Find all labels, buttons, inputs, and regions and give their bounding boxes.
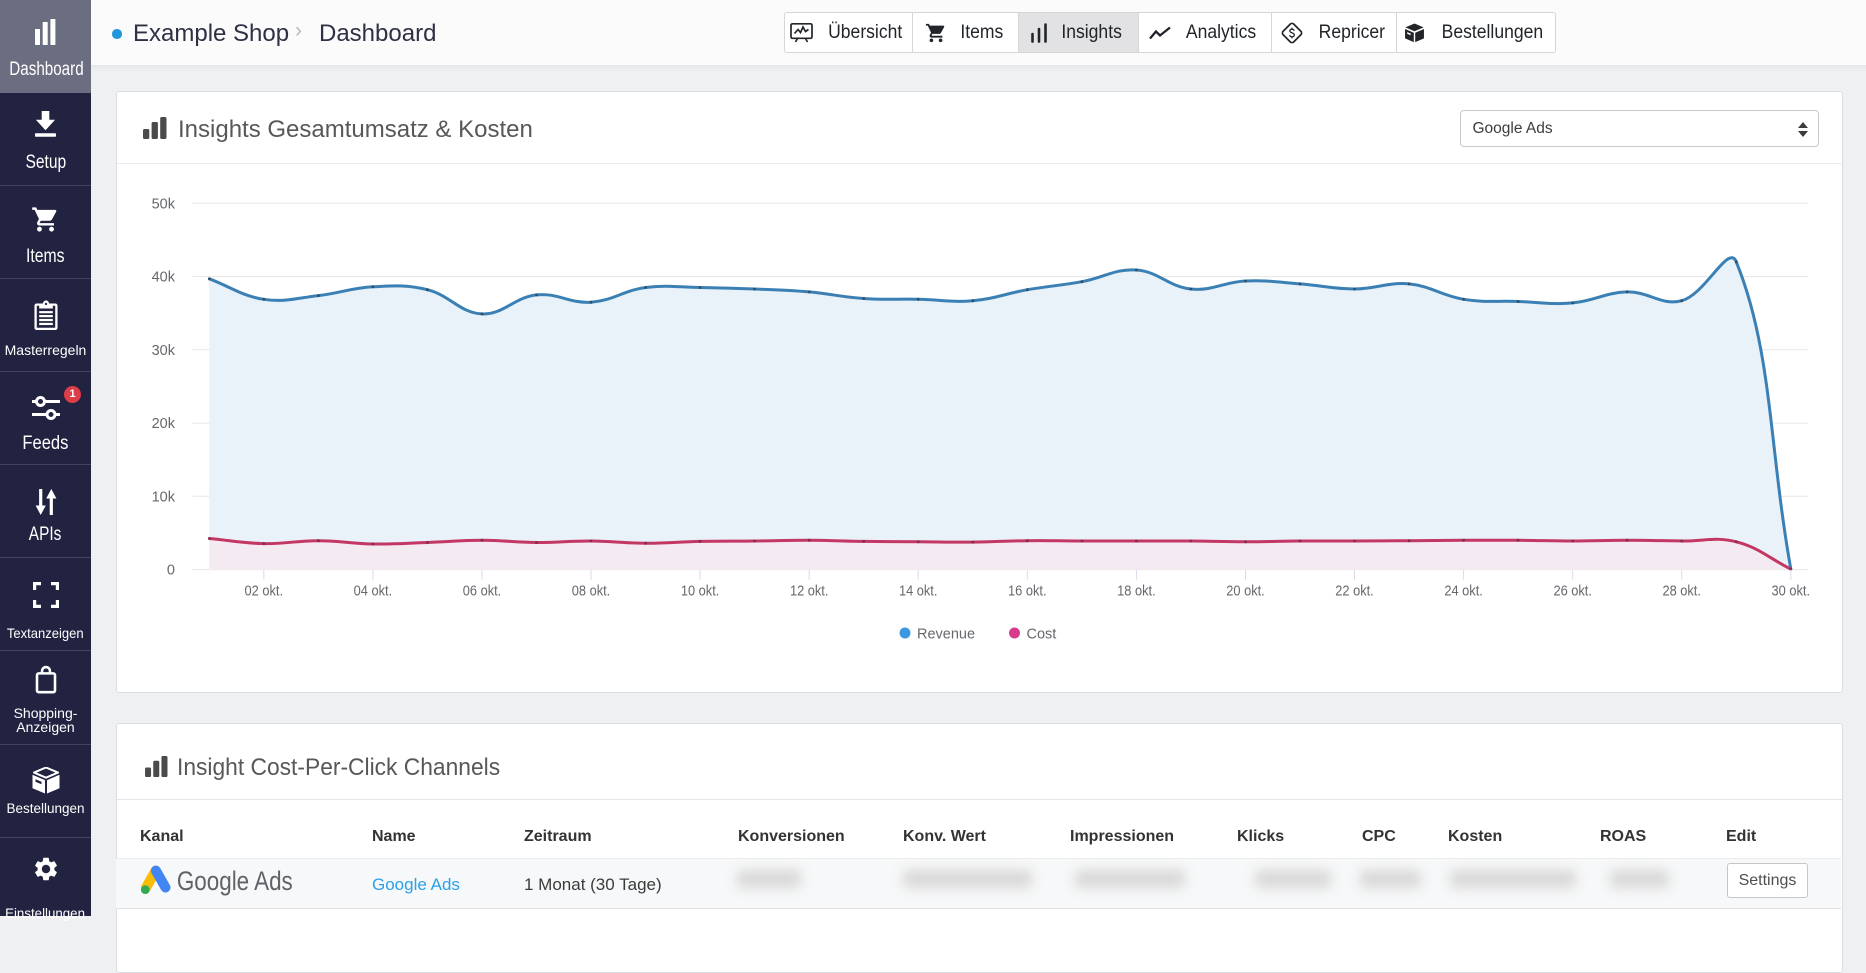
svg-text:30k: 30k	[151, 343, 175, 359]
svg-text:28 okt.: 28 okt.	[1662, 584, 1701, 600]
svg-text:30 okt.: 30 okt.	[1771, 584, 1810, 600]
svg-text:50k: 50k	[151, 196, 175, 212]
svg-text:24 okt.: 24 okt.	[1444, 584, 1483, 600]
svg-text:20 okt.: 20 okt.	[1226, 584, 1265, 600]
svg-text:Revenue: Revenue	[917, 627, 975, 643]
svg-text:10k: 10k	[151, 489, 175, 505]
svg-text:40k: 40k	[151, 270, 175, 286]
svg-text:08 okt.: 08 okt.	[571, 584, 610, 600]
svg-text:26 okt.: 26 okt.	[1553, 584, 1592, 600]
svg-text:20k: 20k	[151, 416, 175, 432]
svg-text:16 okt.: 16 okt.	[1008, 584, 1047, 600]
svg-text:Cost: Cost	[1026, 627, 1056, 643]
svg-text:14 okt.: 14 okt.	[898, 584, 937, 600]
svg-text:22 okt.: 22 okt.	[1335, 584, 1374, 600]
svg-text:18 okt.: 18 okt.	[1117, 584, 1156, 600]
svg-text:10 okt.: 10 okt.	[680, 584, 719, 600]
svg-text:12 okt.: 12 okt.	[789, 584, 828, 600]
svg-text:06 okt.: 06 okt.	[462, 584, 501, 600]
svg-text:04 okt.: 04 okt.	[353, 584, 392, 600]
svg-text:02 okt.: 02 okt.	[244, 584, 282, 600]
svg-text:0: 0	[166, 563, 174, 579]
